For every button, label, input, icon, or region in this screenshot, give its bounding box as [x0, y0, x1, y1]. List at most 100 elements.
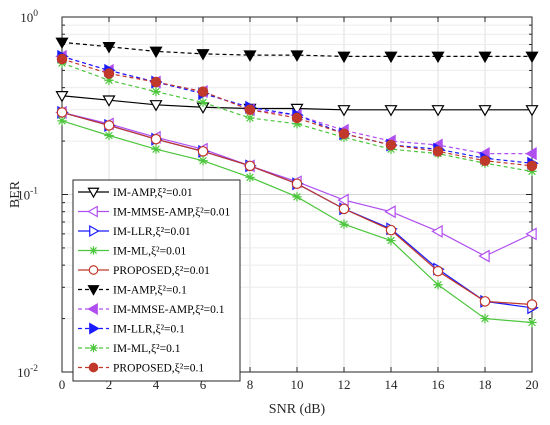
data-point-marker [290, 103, 304, 116]
data-point-marker [478, 249, 490, 263]
data-point-marker [384, 51, 398, 64]
data-point-marker [102, 42, 116, 54]
data-point-marker [525, 105, 539, 117]
legend-label: IM-AMP,ξ²=0.01 [113, 187, 193, 199]
data-point-marker [151, 86, 161, 97]
legend-entry: IM-AMP,ξ²=0.01 [78, 187, 193, 199]
data-point-marker [245, 172, 255, 182]
series-group [56, 53, 538, 172]
data-point-marker [386, 235, 396, 246]
y-tick-label: 10-2 [17, 364, 38, 380]
data-point-marker [88, 265, 99, 275]
legend-label: IM-LLR,ξ²=0.01 [113, 226, 191, 238]
x-tick-label: 10 [291, 377, 304, 392]
data-point-marker [384, 105, 398, 117]
data-point-marker [150, 76, 162, 88]
data-point-marker [244, 160, 256, 172]
data-point-marker [198, 97, 208, 108]
legend-entry: IM-LLR,ξ²=0.1 [78, 322, 185, 336]
data-point-marker [198, 156, 208, 166]
data-point-marker [87, 205, 98, 218]
legend-entry: IM-MMSE-AMP,ξ²=0.01 [78, 205, 231, 219]
data-point-marker [292, 192, 302, 202]
data-point-marker [432, 146, 444, 157]
data-point-marker [103, 120, 115, 131]
x-tick-label: 2 [106, 377, 113, 392]
data-point-marker [292, 119, 302, 129]
y-tick-label: 100 [20, 9, 38, 25]
data-point-marker [104, 75, 114, 85]
x-axis-label: SNR (dB) [269, 402, 326, 417]
data-point-marker [149, 100, 163, 112]
data-point-marker [89, 343, 98, 353]
data-point-marker [197, 86, 209, 97]
legend-label: IM-MMSE-AMP,ξ²=0.01 [113, 207, 231, 219]
legend-label: IM-ML,ξ²=0.1 [113, 343, 181, 355]
data-point-marker [478, 105, 492, 117]
data-point-marker [291, 112, 303, 124]
legend-label: IM-LLR,ξ²=0.1 [113, 324, 185, 336]
y-axis-label: BER [8, 180, 23, 208]
data-point-marker [57, 116, 67, 126]
data-point-marker [89, 322, 100, 335]
data-point-marker [338, 203, 350, 215]
data-point-marker [480, 313, 490, 324]
data-point-marker [150, 133, 162, 145]
data-point-marker [88, 362, 99, 373]
data-point-marker [431, 105, 445, 117]
data-point-marker [384, 205, 396, 219]
data-point-marker [244, 104, 256, 116]
data-point-marker [433, 280, 443, 290]
data-point-marker [527, 166, 537, 177]
data-point-marker [87, 285, 100, 296]
data-point-marker [337, 51, 351, 64]
series-group [57, 116, 537, 328]
x-tick-label: 6 [200, 377, 207, 392]
series-group [55, 37, 539, 64]
data-point-marker [56, 107, 68, 118]
legend-entry: IM-ML,ξ²=0.01 [78, 246, 186, 258]
x-tick-label: 20 [526, 377, 539, 392]
x-tick-label: 14 [385, 377, 399, 392]
data-point-marker [432, 265, 444, 277]
data-point-marker [151, 144, 161, 154]
data-point-marker [55, 37, 69, 50]
x-tick-label: 4 [153, 377, 160, 392]
data-point-marker [385, 139, 397, 151]
legend-label: PROPOSED,ξ²=0.01 [113, 265, 210, 277]
data-point-marker [479, 155, 491, 166]
data-point-marker [526, 299, 538, 310]
data-point-marker [291, 178, 303, 190]
legend-entry: IM-MMSE-AMP,ξ²=0.1 [78, 302, 225, 316]
x-tick-label: 16 [432, 377, 446, 392]
data-point-marker [87, 302, 98, 316]
legend: IM-AMP,ξ²=0.01 IM-MMSE-AMP,ξ²=0.01 IM-LLR,… [72, 179, 241, 382]
data-point-marker [102, 95, 116, 107]
data-point-marker [197, 146, 209, 157]
data-point-marker [290, 50, 304, 62]
data-point-marker [431, 224, 443, 238]
x-tick-label: 12 [338, 377, 351, 392]
data-point-marker [87, 187, 100, 199]
data-point-marker [196, 49, 210, 61]
legend-label: IM-MMSE-AMP,ξ²=0.1 [113, 304, 225, 316]
series-group [55, 91, 539, 117]
data-point-marker [385, 224, 397, 236]
legend-entry: PROPOSED,ξ²=0.1 [78, 363, 204, 375]
data-point-marker [525, 227, 537, 241]
data-point-marker [149, 46, 163, 59]
legend-label: IM-ML,ξ²=0.01 [113, 246, 186, 258]
data-point-marker [338, 128, 350, 139]
data-point-marker [89, 246, 98, 255]
x-tick-label: 18 [479, 377, 492, 392]
data-point-marker [431, 51, 445, 64]
series-group [56, 107, 538, 310]
data-point-marker [339, 219, 349, 229]
series-line [61, 41, 532, 57]
legend-label: PROPOSED,ξ²=0.1 [113, 363, 204, 375]
data-point-marker [245, 113, 255, 123]
legend-entry: IM-AMP,ξ²=0.1 [78, 285, 187, 297]
legend-entry: IM-LLR,ξ²=0.01 [78, 224, 191, 238]
data-point-marker [337, 105, 351, 117]
